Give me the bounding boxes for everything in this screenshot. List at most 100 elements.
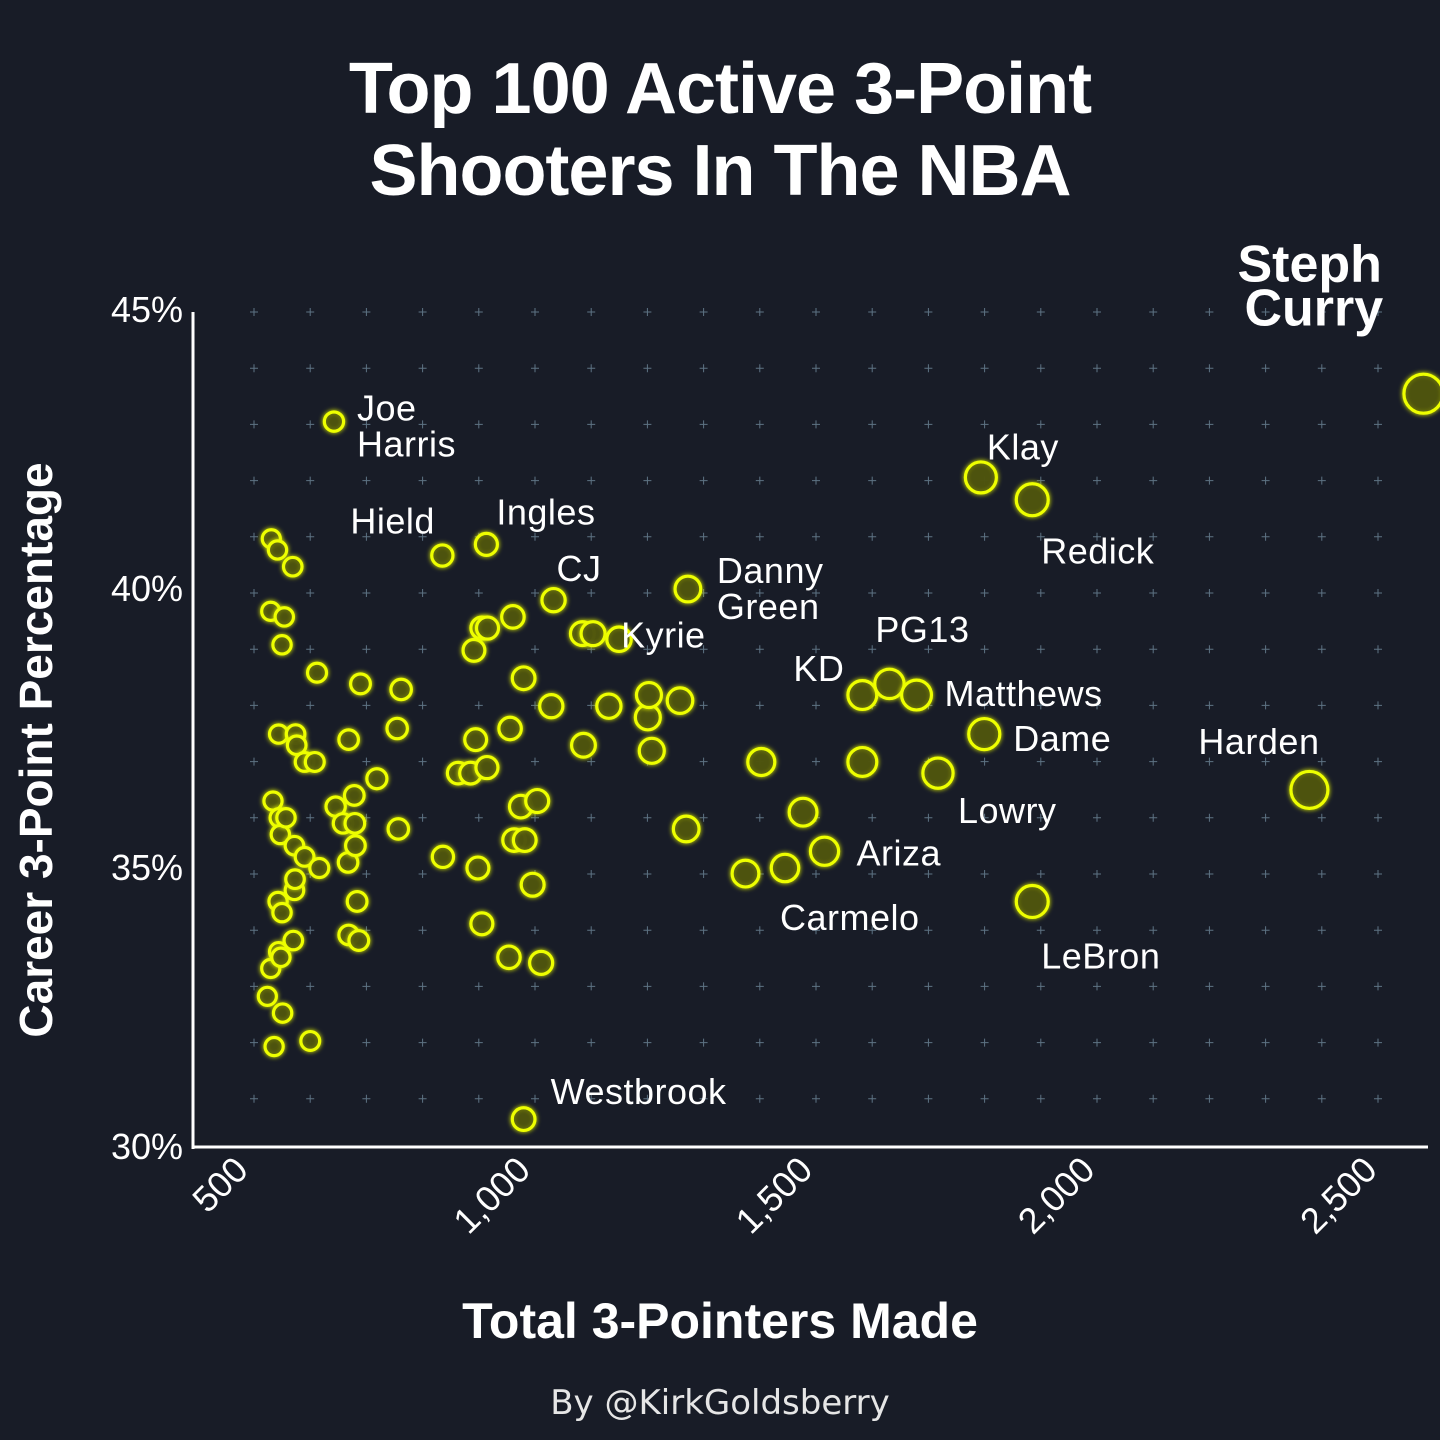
data-point [461, 637, 487, 663]
data-point [271, 901, 293, 924]
grid-mark [1093, 870, 1101, 878]
grid-mark [1205, 926, 1214, 935]
data-point-kd [846, 679, 879, 712]
grid-mark [531, 701, 539, 710]
grid-mark [362, 645, 371, 654]
grid-mark [980, 645, 989, 654]
grid-mark [1036, 589, 1045, 597]
grid-mark [306, 645, 315, 654]
grid-mark [587, 701, 596, 710]
grid-mark [1261, 589, 1270, 597]
y-tick-label: 30% [111, 1126, 183, 1167]
grid-mark [1149, 364, 1158, 373]
grid-mark [980, 532, 989, 541]
data-point-kyrie [579, 620, 607, 648]
grid-mark [1261, 645, 1270, 654]
point-label-line: Joe [357, 388, 417, 429]
grid-mark [1149, 813, 1158, 822]
grid-mark [755, 476, 764, 485]
point-label-redick: Redick [1041, 531, 1155, 572]
grid-mark [1205, 982, 1214, 991]
grid-mark [531, 982, 539, 991]
grid-mark [980, 589, 989, 597]
grid-mark [587, 589, 596, 597]
data-point-ingles [473, 531, 499, 557]
grid-mark [1317, 476, 1326, 485]
data-point [465, 855, 491, 881]
grid-mark [306, 701, 315, 710]
grid-mark [1149, 645, 1158, 654]
data-point [528, 949, 555, 976]
grid-mark [980, 701, 989, 710]
data-point [343, 811, 367, 835]
grid-mark [474, 813, 483, 822]
grid-mark [755, 701, 764, 710]
grid-mark [418, 982, 427, 991]
grid-mark [1036, 1038, 1045, 1047]
point-label-line: CJ [557, 548, 602, 589]
grid-mark [362, 364, 371, 373]
point-label-ingles: Ingles [496, 491, 595, 532]
grid-mark [418, 364, 427, 373]
grid-mark [1036, 645, 1045, 654]
grid-mark [1374, 757, 1382, 766]
grid-mark [1093, 420, 1101, 429]
grid-mark [1149, 589, 1158, 597]
grid-mark [699, 926, 708, 935]
point-label-line: KD [793, 648, 844, 689]
data-point-ariza [808, 835, 841, 867]
grid-mark [1093, 308, 1101, 316]
data-point [282, 929, 305, 952]
point-label-line: Harden [1198, 721, 1319, 762]
point-label-line: Curry [1244, 280, 1383, 338]
x-tick-label: 500 [184, 1149, 255, 1220]
grid-mark [1261, 813, 1270, 822]
grid-mark [699, 420, 708, 429]
grid-mark [587, 1094, 596, 1103]
grid-mark [812, 982, 820, 991]
grid-mark [812, 870, 820, 878]
data-point [273, 606, 296, 628]
grid-mark [250, 813, 258, 822]
data-point-danny-green [673, 574, 703, 604]
grid-mark [362, 589, 371, 597]
grid-mark [1317, 1038, 1326, 1047]
data-point [303, 750, 326, 774]
grid-mark [980, 1038, 989, 1047]
grid-mark [1093, 645, 1101, 654]
grid-mark [868, 870, 877, 878]
grid-mark [418, 645, 427, 654]
data-point [430, 844, 456, 870]
grid-mark [1093, 589, 1101, 597]
point-label-hield: Hield [350, 501, 435, 542]
grid-mark [699, 532, 708, 541]
data-point [538, 692, 565, 720]
point-label-line: Lowry [958, 790, 1057, 831]
y-tick-label: 35% [111, 847, 183, 888]
grid-mark [1093, 813, 1101, 822]
grid-mark [1036, 532, 1045, 541]
x-axis-label: Total 3-Pointers Made [462, 1293, 978, 1349]
grid-mark [1149, 308, 1158, 316]
grid-mark [755, 1094, 764, 1103]
grid-mark [1374, 420, 1382, 429]
grid-mark [418, 1038, 427, 1047]
grid-mark [1317, 813, 1326, 822]
x-tick-label: 1,000 [445, 1149, 538, 1242]
grid-mark [868, 645, 877, 654]
grid-mark [1374, 982, 1382, 991]
grid-mark [868, 1038, 877, 1047]
grid-mark [1261, 476, 1270, 485]
point-label-lebron: LeBron [1041, 935, 1160, 976]
grid-mark [868, 589, 877, 597]
point-label-pg13: PG13 [875, 609, 969, 650]
data-point [605, 625, 633, 654]
grid-mark [1317, 420, 1326, 429]
x-tick-label: 1,500 [727, 1149, 820, 1242]
grid-mark [812, 589, 820, 597]
grid-mark [924, 364, 933, 373]
grid-mark [643, 1038, 652, 1047]
grid-mark [755, 364, 764, 373]
grid-mark [474, 308, 483, 316]
grid-mark [1317, 645, 1326, 654]
